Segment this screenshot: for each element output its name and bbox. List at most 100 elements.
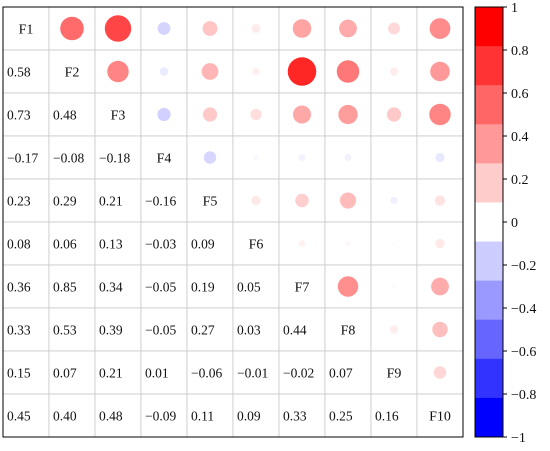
correlation-circle-f5-f9 xyxy=(390,196,398,205)
correlation-circle-f6-f8 xyxy=(345,240,351,247)
correlation-circle-f2-f9 xyxy=(389,67,399,76)
diagonal-label-f7: F7 xyxy=(295,281,310,296)
diagonal-label-f5: F5 xyxy=(203,195,218,210)
correlation-circle-f1-f7 xyxy=(292,19,312,38)
correlation-circle-f1-f2 xyxy=(60,16,84,41)
grid-cell-r9-c9 xyxy=(370,350,418,395)
grid-cell-r2-c2 xyxy=(48,49,96,94)
grid-cell-r3-c2 xyxy=(48,92,96,137)
grid-cell-r9-c7 xyxy=(278,350,326,395)
colorbar: 1 0.8 0.6 0.4 0.2 0 −0.2 −0.4 −0.6 −0.8 −1 xyxy=(474,1,536,446)
diagonal-label-f6: F6 xyxy=(249,238,264,253)
value-label-f8-f1: 0.33 xyxy=(7,323,31,338)
grid-cell-r10-c1 xyxy=(2,393,50,438)
colorbar-tick-label-2: 0.8 xyxy=(511,44,529,59)
diagonal-label-f9: F9 xyxy=(387,367,402,382)
value-label-f8-f4: −0.05 xyxy=(145,323,176,338)
grid-cell-r10-c6 xyxy=(232,393,280,438)
grid-cell-r8-c3 xyxy=(94,307,142,352)
correlation-circle-f5-f7 xyxy=(295,193,309,208)
colorbar-tick-label-4: 0.4 xyxy=(511,130,529,145)
value-label-f7-f6: 0.05 xyxy=(237,280,261,295)
colorbar-segment-9 xyxy=(475,319,503,360)
grid-cell-r10-c4 xyxy=(140,393,188,438)
colorbar-tick-label-3: 0.6 xyxy=(511,87,529,102)
correlation-circle-f4-f9 xyxy=(392,155,396,160)
grid-cell-r8-c7 xyxy=(278,307,326,352)
value-label-f5-f2: 0.29 xyxy=(53,194,77,209)
value-label-f10-f9: 0.16 xyxy=(375,409,399,424)
colorbar-segment-11 xyxy=(475,397,503,438)
correlation-circle-f5-f6 xyxy=(251,195,261,206)
correlation-circle-f3-f8 xyxy=(338,104,358,125)
grid-cell-r9-c3 xyxy=(94,350,142,395)
value-label-f9-f5: −0.06 xyxy=(191,366,222,381)
correlation-circle-f7-f10 xyxy=(431,277,449,296)
correlation-circle-f3-f5 xyxy=(202,107,218,122)
correlation-circle-f1-f4 xyxy=(157,22,171,35)
correlation-circle-f8-f9 xyxy=(389,325,399,334)
value-label-f9-f3: 0.21 xyxy=(99,366,123,381)
colorbar-tick-label-11: −1 xyxy=(511,431,526,446)
correlation-circle-f2-f7 xyxy=(287,57,317,86)
value-label-f8-f2: 0.53 xyxy=(53,323,77,338)
value-label-f5-f1: 0.23 xyxy=(7,194,31,209)
value-label-f3-f2: 0.48 xyxy=(53,108,77,123)
correlation-circle-f1-f5 xyxy=(202,21,218,36)
colorbar-tick-label-1: 1 xyxy=(511,1,518,16)
value-label-f9-f6: −0.01 xyxy=(237,366,268,381)
value-label-f3-f1: 0.73 xyxy=(7,108,31,123)
matrix-grid xyxy=(2,6,464,438)
correlation-circle-f2-f3 xyxy=(107,60,129,83)
colorbar-tick-label-6: 0 xyxy=(511,216,518,231)
correlation-circle-f2-f4 xyxy=(159,67,169,76)
correlation-circle-f1-f10 xyxy=(429,18,451,39)
value-label-f9-f8: 0.07 xyxy=(329,366,353,381)
grid-cell-r9-c4 xyxy=(140,350,188,395)
value-label-f10-f3: 0.48 xyxy=(99,409,123,424)
grid-cell-r5-c5 xyxy=(186,178,234,223)
grid-cell-r4-c1 xyxy=(2,135,50,180)
grid-cell-r3-c3 xyxy=(94,92,142,137)
grid-cell-r10-c10 xyxy=(416,393,464,438)
correlation-circle-f5-f10 xyxy=(434,195,446,206)
value-label-f9-f1: 0.15 xyxy=(7,366,31,381)
grid-cell-r4-c9 xyxy=(370,135,418,180)
grid-cell-r8-c2 xyxy=(48,307,96,352)
value-label-f8-f7: 0.44 xyxy=(283,323,307,338)
value-label-f6-f3: 0.13 xyxy=(99,237,123,252)
grid-cell-r9-c5 xyxy=(186,350,234,395)
value-label-f6-f1: 0.08 xyxy=(7,237,31,252)
correlation-circle-f3-f7 xyxy=(292,105,312,124)
correlation-circle-f6-f10 xyxy=(435,238,445,249)
value-label-f10-f4: −0.09 xyxy=(145,409,176,424)
value-label-f7-f3: 0.34 xyxy=(99,280,123,295)
diagonal-label-f1: F1 xyxy=(19,23,34,38)
colorbar-segment-7 xyxy=(475,241,503,282)
grid-cell-r8-c4 xyxy=(140,307,188,352)
colorbar-tick-label-5: 0.2 xyxy=(511,173,529,188)
correlation-circle-f2-f10 xyxy=(430,61,450,82)
grid-cell-r8-c5 xyxy=(186,307,234,352)
colorbar-tick-label-8: −0.4 xyxy=(511,302,536,317)
value-label-f10-f6: 0.09 xyxy=(237,409,261,424)
diagonal-label-f2: F2 xyxy=(65,66,80,81)
correlation-circle-f3-f10 xyxy=(429,103,451,126)
grid-cell-r2-c4 xyxy=(140,49,188,94)
diagonal-label-f8: F8 xyxy=(341,324,356,339)
value-label-f10-f7: 0.33 xyxy=(283,409,307,424)
grid-cell-r7-c6 xyxy=(232,264,280,309)
colorbar-segment-5 xyxy=(475,163,503,203)
matrix-frame xyxy=(2,6,464,438)
correlation-circle-f2-f6 xyxy=(252,67,260,76)
colorbar-segment-4 xyxy=(475,124,503,164)
value-label-f10-f8: 0.25 xyxy=(329,409,353,424)
grid-cell-r10-c5 xyxy=(186,393,234,438)
value-label-f6-f4: −0.03 xyxy=(145,237,176,252)
correlation-circle-f2-f8 xyxy=(336,60,360,83)
correlation-circle-f4-f8 xyxy=(344,154,352,161)
grid-cell-r10-c9 xyxy=(370,393,418,438)
correlation-circle-f1-f6 xyxy=(251,24,261,33)
grid-cell-r7-c1 xyxy=(2,264,50,309)
grid-cell-r9-c8 xyxy=(324,350,372,395)
